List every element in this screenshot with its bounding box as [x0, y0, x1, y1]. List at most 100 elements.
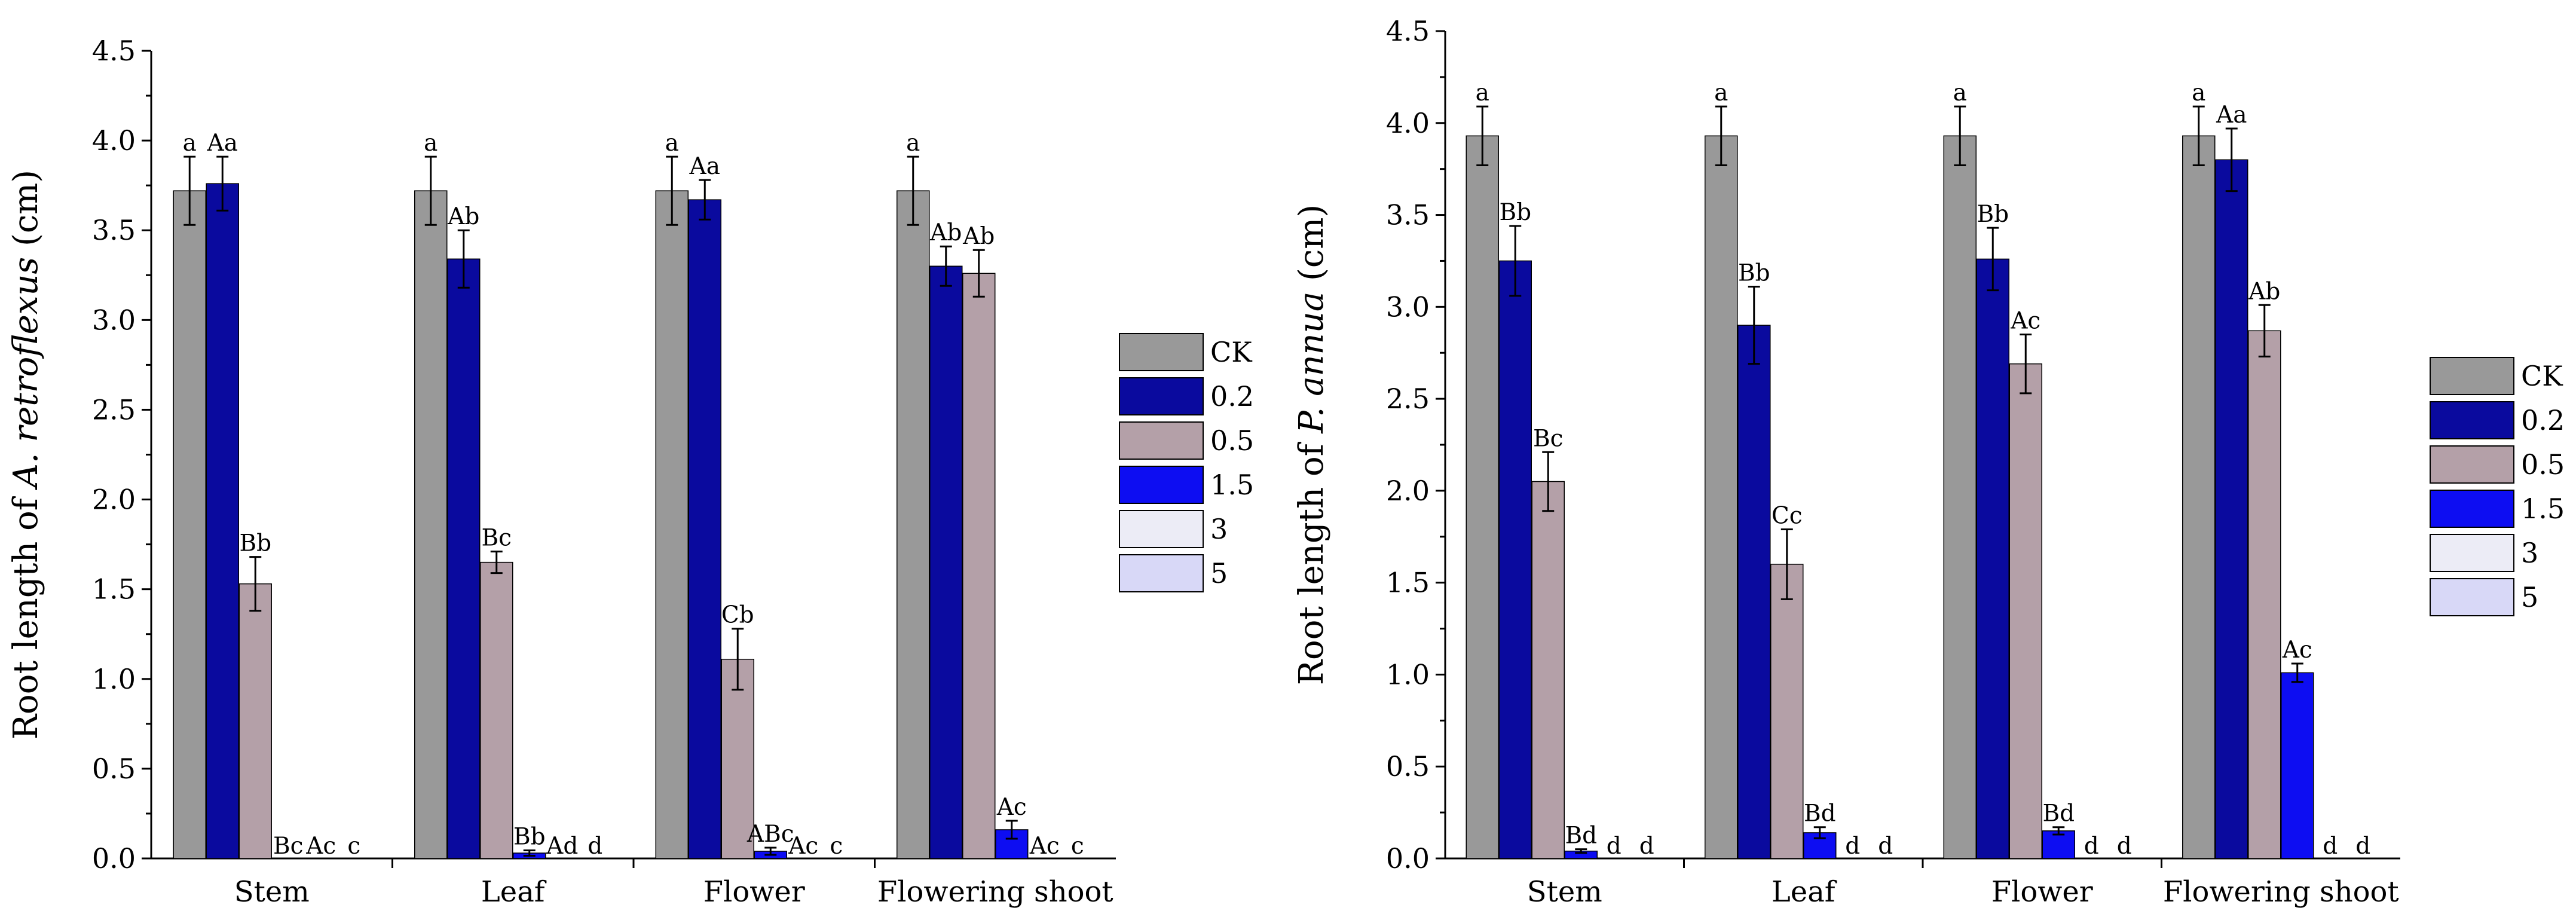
significance-label: Aa [2216, 102, 2247, 129]
y-tick-label: 2.5 [1386, 383, 1430, 415]
significance-label: Bc [481, 525, 512, 552]
y-tick-label: 0.5 [92, 753, 136, 785]
significance-label: a [1714, 80, 1728, 106]
legend-swatch [2430, 357, 2514, 395]
y-tick-label: 1.0 [1386, 658, 1430, 690]
significance-label: c [347, 833, 360, 860]
category-label: Flower [1991, 875, 2093, 909]
significance-label: a [183, 130, 197, 157]
bar [1531, 481, 1565, 859]
category-label: Flowering shoot [877, 875, 1113, 909]
bar [688, 199, 721, 859]
category-label: Leaf [481, 875, 547, 909]
significance-label: c [1071, 833, 1084, 860]
legend-swatch [2430, 578, 2514, 616]
bar [721, 659, 754, 859]
y-axis-title-suffix: (cm) [7, 170, 45, 257]
bar [206, 183, 239, 859]
y-axis-title-species: P. annua [1292, 292, 1331, 434]
significance-label: Ab [2248, 278, 2280, 305]
significance-label: Cb [721, 602, 754, 629]
legend: CK 0.2 0.5 1.5 3 5 [1119, 333, 1254, 592]
legend: CK 0.2 0.5 1.5 3 5 [2430, 357, 2565, 616]
significance-label: a [1476, 80, 1489, 106]
legend-label: 0.2 [1210, 380, 1254, 412]
significance-label: d [2084, 833, 2099, 860]
bar [962, 273, 996, 859]
significance-label: d [2323, 833, 2338, 860]
y-tick-label: 2.0 [1386, 475, 1430, 507]
significance-label: Bc [1533, 425, 1564, 452]
legend-label: 1.5 [2521, 493, 2565, 525]
significance-label: d [1878, 833, 1893, 860]
significance-label: Ad [546, 833, 578, 860]
legend-label: CK [2521, 360, 2563, 392]
category-label: Flowering shoot [2163, 875, 2399, 909]
legend-swatch [1119, 554, 1204, 592]
legend-label: 3 [2521, 537, 2538, 569]
bar [1737, 325, 1771, 859]
bar [480, 561, 513, 859]
y-tick-label: 2.0 [92, 484, 136, 516]
legend-swatch [1119, 377, 1204, 415]
legend-label: 5 [1210, 557, 1228, 589]
significance-label: d [1639, 833, 1654, 860]
y-axis-title-suffix: (cm) [1292, 204, 1331, 292]
significance-label: Ac [996, 794, 1027, 821]
bar [2182, 135, 2216, 859]
bar [2215, 159, 2248, 859]
significance-label: a [424, 130, 438, 157]
legend-swatch [1119, 333, 1204, 371]
significance-label: Bb [1738, 260, 1770, 287]
bar [1976, 258, 2009, 859]
y-tick-label: 3.0 [92, 304, 136, 336]
significance-label: d [2117, 833, 2132, 860]
y-tick-label: 0.5 [1386, 750, 1430, 783]
legend-swatch [1119, 421, 1204, 460]
significance-label: Ac [788, 833, 818, 860]
y-axis-title-prefix: Root length of [7, 488, 45, 739]
bar [2248, 330, 2281, 859]
chart-panel-1: 0.0 0.5 1.0 1.5 2.0 2.5 3.0 3.5 4.0 4.5 Root lengt… [7, 35, 1254, 909]
legend-swatch [2430, 490, 2514, 528]
significance-label: Ac [305, 833, 336, 860]
significance-label: Bd [2042, 800, 2075, 827]
y-axis-title: Root length of A. retroflexus (cm) [7, 170, 45, 739]
y-tick-label: 4.5 [92, 35, 136, 67]
significance-label: Bb [1977, 201, 2009, 228]
significance-label: d [588, 833, 602, 860]
significance-label: Ac [2010, 307, 2040, 334]
significance-label: Ab [929, 219, 962, 246]
significance-label: Bd [1804, 800, 1836, 827]
legend-label: CK [1210, 336, 1253, 368]
y-axis-title: Root length of P. annua (cm) [1292, 204, 1331, 685]
legend-swatch [2430, 534, 2514, 572]
category-label: Leaf [1772, 875, 1837, 909]
bar [655, 190, 689, 859]
bar [238, 583, 272, 859]
bar [173, 190, 206, 859]
significance-label: ABc [747, 821, 794, 848]
y-tick-label: 4.5 [1386, 15, 1430, 47]
y-tick-label: 3.0 [1386, 291, 1430, 323]
significance-label: d [1845, 833, 1860, 860]
y-tick-label: 2.5 [92, 393, 136, 426]
bar [1770, 564, 1804, 859]
bar [929, 265, 963, 859]
category-label: Stem [234, 875, 310, 909]
significance-label: d [1607, 833, 1622, 860]
legend-swatch [1119, 510, 1204, 548]
y-tick-label: 1.5 [92, 573, 136, 606]
y-tick-label: 3.5 [92, 214, 136, 246]
significance-label: Ac [2282, 637, 2312, 664]
significance-label: a [665, 130, 679, 157]
significance-label: Ac [1029, 833, 1060, 860]
bar [1943, 135, 1977, 859]
significance-label: Bb [1499, 199, 1531, 226]
legend-label: 5 [2521, 581, 2538, 613]
significance-label: c [830, 833, 843, 860]
significance-label: Ab [447, 203, 479, 230]
significance-label: Aa [207, 130, 238, 157]
y-tick-label: 4.0 [92, 124, 136, 157]
